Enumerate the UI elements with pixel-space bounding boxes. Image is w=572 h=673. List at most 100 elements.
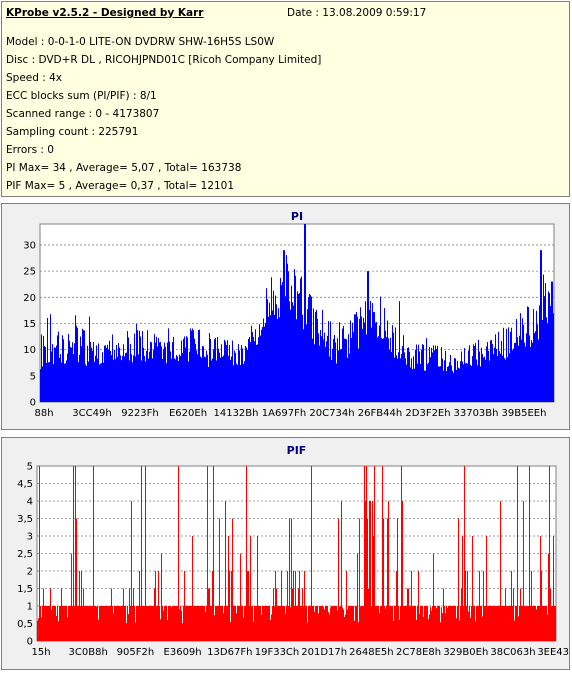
bar	[270, 315, 271, 402]
bar	[521, 606, 522, 641]
bar	[322, 309, 323, 402]
bar	[469, 345, 470, 402]
bar	[179, 354, 180, 402]
bar	[258, 606, 259, 641]
bar	[414, 368, 415, 402]
bar	[198, 606, 199, 641]
bar	[87, 606, 88, 641]
bar	[329, 614, 330, 641]
bar	[235, 352, 236, 402]
bar	[168, 328, 169, 402]
bar	[84, 330, 85, 402]
bar	[287, 263, 288, 402]
bar	[547, 323, 548, 402]
bar	[129, 588, 130, 641]
bar	[122, 606, 123, 641]
bar	[247, 571, 248, 641]
info-panel: KProbe v2.5.2 - Designed by Karr Date : …	[1, 1, 570, 197]
bar	[427, 606, 428, 641]
bar	[530, 346, 531, 402]
bar	[428, 362, 429, 402]
bar	[252, 606, 253, 641]
bar	[123, 344, 124, 402]
bar	[77, 328, 78, 402]
bar	[328, 612, 329, 641]
bar	[415, 606, 416, 641]
bar	[270, 620, 271, 641]
bar	[224, 606, 225, 641]
bar	[362, 328, 363, 402]
bar	[274, 606, 275, 641]
bar	[288, 606, 289, 641]
bar	[226, 606, 227, 641]
bar	[93, 342, 94, 402]
bar	[66, 360, 67, 402]
bar	[311, 466, 312, 641]
bar	[493, 354, 494, 402]
bar	[115, 606, 116, 641]
bar	[451, 365, 452, 402]
bar	[70, 346, 71, 402]
bar	[250, 536, 251, 641]
bar	[322, 606, 323, 641]
bar	[489, 606, 490, 641]
bar	[199, 606, 200, 641]
bar	[433, 345, 434, 402]
bar	[127, 331, 128, 402]
bar	[191, 606, 192, 641]
bar	[476, 606, 477, 641]
bar	[540, 536, 541, 641]
bar	[486, 536, 487, 641]
bar	[225, 501, 226, 641]
bar	[40, 606, 41, 641]
bar	[76, 325, 77, 402]
bar	[313, 308, 314, 402]
bar	[123, 588, 124, 641]
bar	[288, 271, 289, 402]
bar	[205, 611, 206, 641]
bar	[294, 269, 295, 402]
bar	[310, 295, 311, 402]
bar	[545, 283, 546, 402]
bar	[138, 354, 139, 402]
bar	[106, 606, 107, 641]
bar	[532, 342, 533, 402]
bar	[397, 358, 398, 402]
bar	[162, 606, 163, 641]
bar	[185, 347, 186, 402]
bar	[294, 606, 295, 641]
bar	[437, 345, 438, 402]
app-title: KProbe v2.5.2 - Designed by Karr	[6, 7, 204, 19]
bar	[120, 355, 121, 402]
bar	[124, 356, 125, 402]
bar	[331, 606, 332, 641]
bar	[436, 608, 437, 641]
bar	[388, 338, 389, 402]
bar	[452, 606, 453, 641]
bar	[155, 571, 156, 641]
bar	[178, 466, 179, 641]
bar	[499, 606, 500, 641]
bar	[73, 354, 74, 402]
bar	[154, 334, 155, 402]
bar	[55, 347, 56, 402]
bar	[63, 339, 64, 402]
bar	[299, 571, 300, 641]
bar	[387, 320, 388, 402]
bar	[105, 345, 106, 402]
pif-chart: PIF 0 0,5 1 1,5 2 2,5 3 3,5 4 4,5 5 15h 3C0B8h 905F2h E…	[17, 444, 572, 658]
x-tick-label: 905F2h	[117, 647, 155, 658]
bar	[395, 327, 396, 402]
bar	[524, 606, 525, 641]
bar	[45, 606, 46, 641]
bar	[332, 348, 333, 402]
bar	[158, 338, 159, 402]
bar	[542, 606, 543, 641]
bar	[218, 348, 219, 402]
bar	[297, 606, 298, 641]
bar	[431, 610, 432, 641]
bar	[268, 316, 269, 402]
bar	[40, 369, 41, 402]
bar	[376, 322, 377, 402]
bar	[493, 606, 494, 641]
